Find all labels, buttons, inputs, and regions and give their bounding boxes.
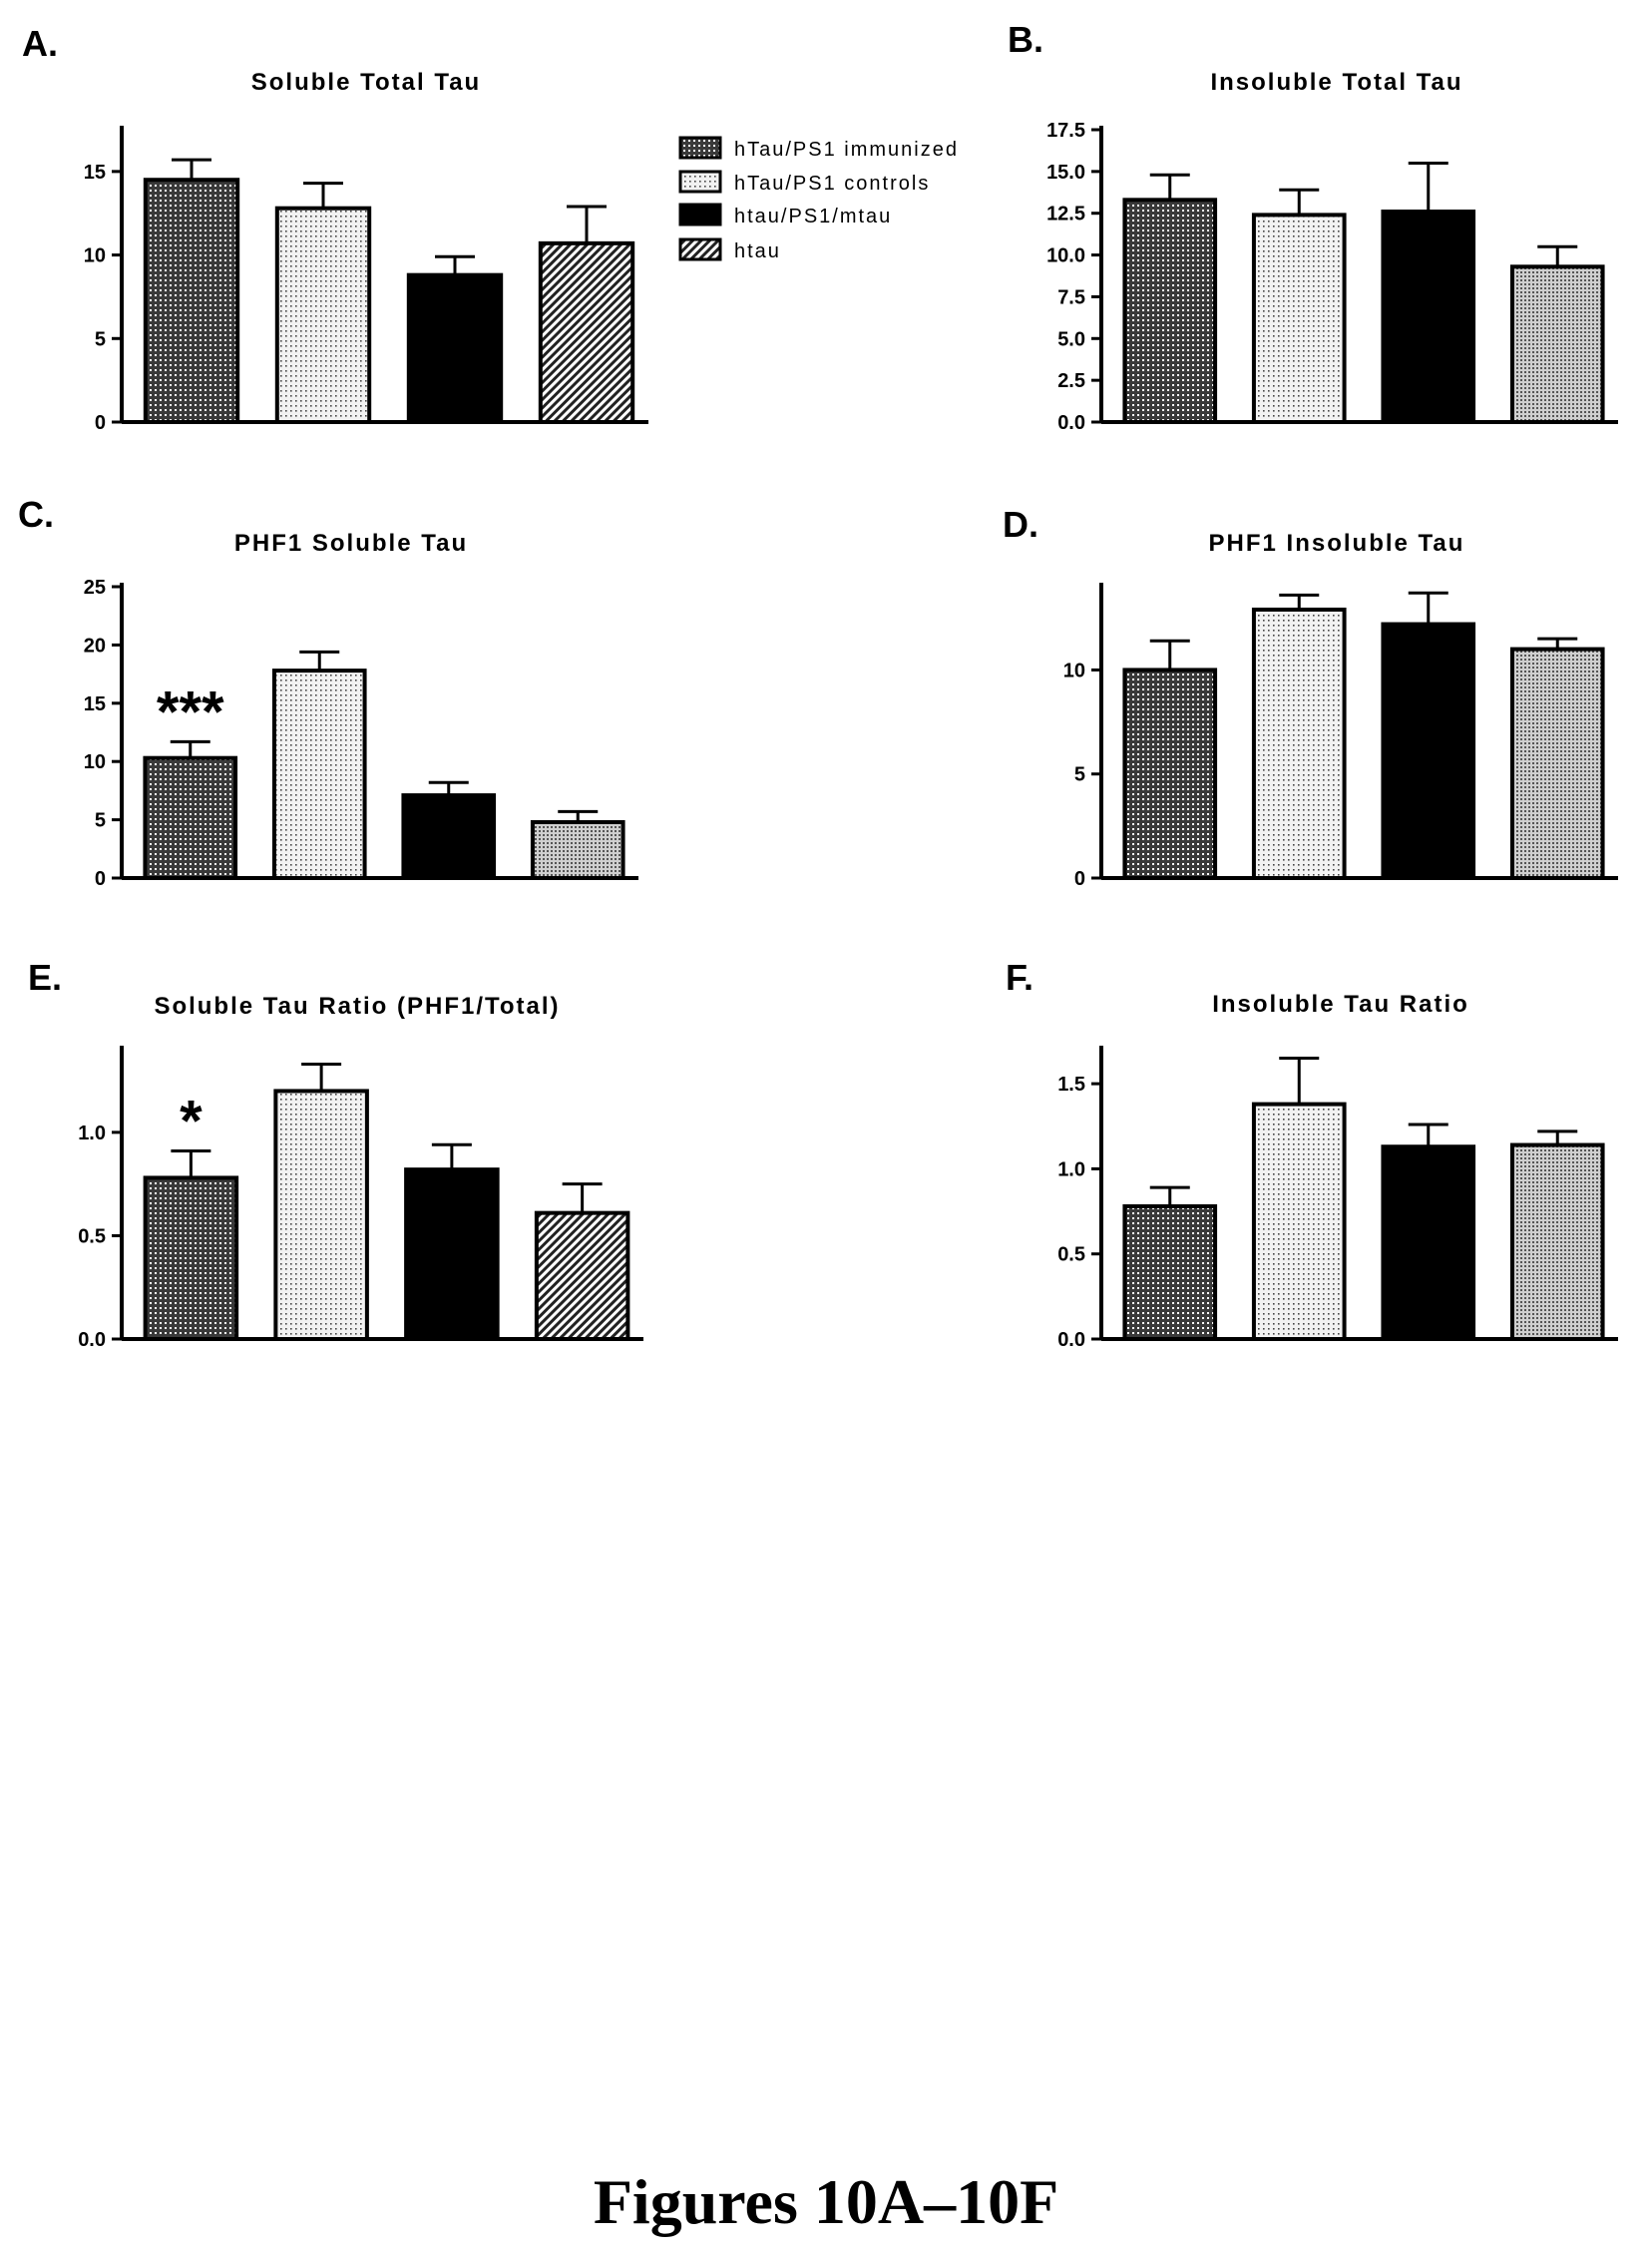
y-tick-label: 10.0 xyxy=(1046,245,1085,267)
bar-phf1-soluble-tau-immunized xyxy=(143,755,238,880)
y-tick-label: 15.0 xyxy=(1046,162,1085,184)
legend-swatch-immunized xyxy=(678,136,722,160)
y-tick-label: 7.5 xyxy=(1057,286,1085,308)
legend-item-controls: hTau/PS1 controls xyxy=(678,170,930,195)
panel-label-a: A. xyxy=(22,23,58,64)
legend-swatch-htau xyxy=(678,237,722,261)
bar-soluble-tau-ratio-immunized xyxy=(143,1175,239,1342)
chart-title-f: Insoluble Tau Ratio xyxy=(1212,991,1469,1018)
y-tick-label: 0.0 xyxy=(1057,412,1085,434)
chart-phf1-soluble-tau: 0 5 10 15 20 25 *** xyxy=(84,577,638,890)
y-tick-label: 1.5 xyxy=(1057,1074,1085,1096)
bar-soluble-tau-ratio-htau xyxy=(534,1210,630,1341)
y-tick-label: 2.5 xyxy=(1057,370,1085,392)
bar-phf1-insoluble-tau-controls xyxy=(1251,607,1347,880)
panel-label-e: E. xyxy=(28,957,62,998)
panel-label-f: F. xyxy=(1006,957,1033,998)
y-tick-label: 10 xyxy=(84,245,106,267)
legend-label-htau: htau xyxy=(734,240,781,262)
y-tick-label: 0.5 xyxy=(1057,1244,1085,1266)
bar-phf1-insoluble-tau-mtau xyxy=(1381,622,1476,880)
y-tick-label: 15 xyxy=(84,693,106,715)
y-tick-label: 1.0 xyxy=(78,1123,106,1144)
y-tick-label: 0.0 xyxy=(78,1329,106,1351)
panel-label-b: B. xyxy=(1008,19,1043,60)
bar-insoluble-total-tau-immunized xyxy=(1122,198,1218,424)
y-tick-label: 0 xyxy=(95,412,106,434)
chart-title-d: PHF1 Insoluble Tau xyxy=(1209,530,1465,557)
chart-soluble-total-tau: 0 5 10 15 xyxy=(84,126,648,434)
bar-soluble-tau-ratio-controls xyxy=(273,1089,369,1342)
legend-item-immunized: hTau/PS1 immunized xyxy=(678,136,959,161)
y-tick-label: 5.0 xyxy=(1057,328,1085,350)
bar-soluble-total-tau-immunized xyxy=(143,178,240,424)
bar-soluble-tau-ratio-mtau xyxy=(404,1167,500,1341)
panel-label-d: D. xyxy=(1003,504,1038,545)
bar-phf1-soluble-tau-mtau xyxy=(401,793,497,881)
significance-marker: * xyxy=(180,1090,203,1154)
chart-title-a: Soluble Total Tau xyxy=(251,69,481,96)
legend-swatch-mtau xyxy=(678,203,722,226)
y-tick-label: 1.0 xyxy=(1057,1158,1085,1180)
y-tick-label: 17.5 xyxy=(1046,120,1085,142)
bar-phf1-insoluble-tau-immunized xyxy=(1122,668,1218,881)
chart-title-b: Insoluble Total Tau xyxy=(1210,69,1462,96)
legend-label-mtau: htau/PS1/mtau xyxy=(734,206,892,227)
y-tick-label: 15 xyxy=(84,162,106,184)
legend-item-mtau: htau/PS1/mtau xyxy=(678,203,892,227)
y-tick-label: 0 xyxy=(95,868,106,890)
y-tick-label: 0.5 xyxy=(78,1225,106,1247)
chart-phf1-insoluble-tau: 0 5 10 xyxy=(1063,583,1618,890)
y-tick-label: 5 xyxy=(1074,764,1085,786)
panel-label-c: C. xyxy=(18,494,54,535)
bar-soluble-total-tau-htau xyxy=(538,240,635,424)
legend-item-htau: htau xyxy=(678,237,781,262)
bar-insoluble-tau-ratio-immunized xyxy=(1122,1203,1218,1341)
figure-caption: Figures 10A–10F xyxy=(593,2166,1059,2237)
chart-soluble-tau-ratio: 0.0 0.5 1.0 * xyxy=(78,1046,643,1351)
y-tick-label: 25 xyxy=(84,577,106,599)
bar-soluble-total-tau-mtau xyxy=(406,272,504,425)
y-tick-label: 20 xyxy=(84,635,106,657)
chart-insoluble-tau-ratio: 0.0 0.5 1.0 1.5 xyxy=(1057,1046,1618,1351)
bar-soluble-total-tau-controls xyxy=(274,206,372,424)
bar-insoluble-total-tau-controls xyxy=(1251,213,1347,424)
y-tick-label: 5 xyxy=(95,810,106,832)
y-tick-label: 10 xyxy=(1063,660,1085,681)
bar-insoluble-tau-ratio-htau xyxy=(1509,1142,1605,1341)
bar-insoluble-tau-ratio-controls xyxy=(1251,1102,1347,1342)
legend-swatch-controls xyxy=(678,170,722,194)
legend-label-immunized: hTau/PS1 immunized xyxy=(734,139,959,161)
bar-insoluble-total-tau-htau xyxy=(1509,264,1605,425)
bar-phf1-soluble-tau-controls xyxy=(271,669,367,881)
chart-title-c: PHF1 Soluble Tau xyxy=(234,530,468,557)
bar-phf1-insoluble-tau-htau xyxy=(1509,647,1605,880)
y-tick-label: 5 xyxy=(95,328,106,350)
legend: hTau/PS1 immunized hTau/PS1 controls hta… xyxy=(678,136,959,262)
bar-insoluble-total-tau-mtau xyxy=(1381,210,1476,424)
y-tick-label: 12.5 xyxy=(1046,204,1085,226)
y-tick-label: 0 xyxy=(1074,868,1085,890)
y-tick-label: 10 xyxy=(84,751,106,773)
bar-phf1-soluble-tau-htau xyxy=(530,819,625,880)
chart-insoluble-total-tau: 0.0 2.5 5.0 7.5 10.0 12.5 15.0 17.5 xyxy=(1046,120,1618,434)
chart-title-e: Soluble Tau Ratio (PHF1/Total) xyxy=(154,993,560,1020)
significance-marker: *** xyxy=(157,679,224,744)
y-tick-label: 0.0 xyxy=(1057,1329,1085,1351)
bar-insoluble-tau-ratio-mtau xyxy=(1381,1144,1476,1342)
legend-label-controls: hTau/PS1 controls xyxy=(734,173,930,195)
